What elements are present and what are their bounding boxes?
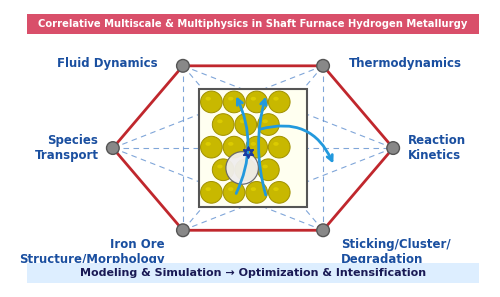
Circle shape xyxy=(268,91,290,113)
Ellipse shape xyxy=(250,97,256,101)
Ellipse shape xyxy=(240,165,245,168)
Text: Modeling & Simulation → Optimization & Intensification: Modeling & Simulation → Optimization & I… xyxy=(80,268,426,278)
Text: Species
Transport: Species Transport xyxy=(34,134,98,162)
Circle shape xyxy=(212,114,234,135)
Circle shape xyxy=(200,181,222,203)
Text: Reaction
Kinetics: Reaction Kinetics xyxy=(408,134,466,162)
Ellipse shape xyxy=(274,142,278,146)
Circle shape xyxy=(317,224,330,237)
Circle shape xyxy=(200,136,222,158)
Text: Fluid Dynamics: Fluid Dynamics xyxy=(57,57,158,69)
Ellipse shape xyxy=(217,119,222,123)
Bar xyxy=(199,89,308,207)
Ellipse shape xyxy=(206,97,211,101)
Circle shape xyxy=(226,152,258,184)
Text: Sticking/Cluster/
Degradation: Sticking/Cluster/ Degradation xyxy=(341,238,451,266)
Bar xyxy=(27,14,479,34)
Ellipse shape xyxy=(206,187,211,191)
Ellipse shape xyxy=(217,165,222,168)
Circle shape xyxy=(223,136,245,158)
Circle shape xyxy=(176,59,190,72)
Ellipse shape xyxy=(228,142,234,146)
Circle shape xyxy=(235,114,256,135)
Ellipse shape xyxy=(274,187,278,191)
Bar xyxy=(27,263,479,283)
Circle shape xyxy=(387,142,400,154)
Ellipse shape xyxy=(228,187,234,191)
Circle shape xyxy=(246,181,268,203)
Circle shape xyxy=(268,181,290,203)
Ellipse shape xyxy=(274,97,278,101)
Ellipse shape xyxy=(240,119,245,123)
Ellipse shape xyxy=(228,97,234,101)
Circle shape xyxy=(223,181,245,203)
Text: Iron Ore
Structure/Morphology: Iron Ore Structure/Morphology xyxy=(19,238,165,266)
Circle shape xyxy=(268,136,290,158)
Circle shape xyxy=(246,91,268,113)
Text: Thermodynamics: Thermodynamics xyxy=(348,57,462,69)
Ellipse shape xyxy=(250,142,256,146)
Ellipse shape xyxy=(262,119,268,123)
Circle shape xyxy=(246,136,268,158)
Circle shape xyxy=(176,224,190,237)
Circle shape xyxy=(258,159,279,181)
Circle shape xyxy=(317,59,330,72)
Circle shape xyxy=(235,159,256,181)
Ellipse shape xyxy=(262,165,268,168)
Text: Correlative Multiscale & Multiphysics in Shaft Furnace Hydrogen Metallurgy: Correlative Multiscale & Multiphysics in… xyxy=(38,19,468,29)
Circle shape xyxy=(106,142,119,154)
Circle shape xyxy=(212,159,234,181)
Circle shape xyxy=(258,114,279,135)
Ellipse shape xyxy=(206,142,211,146)
Ellipse shape xyxy=(250,187,256,191)
Circle shape xyxy=(223,91,245,113)
Circle shape xyxy=(200,91,222,113)
